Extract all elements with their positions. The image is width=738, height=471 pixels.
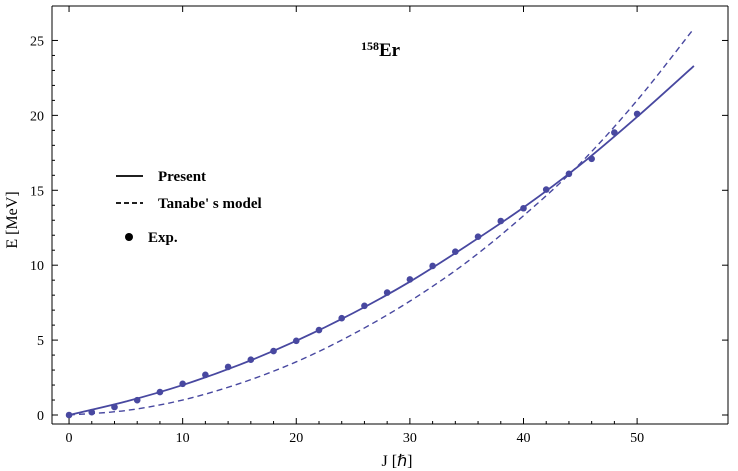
exp-data-point [361,302,368,310]
exp-data-point [452,248,459,256]
legend-marker-points [125,233,133,241]
y-tick-label: 20 [30,109,44,124]
exp-data-point [315,326,323,334]
exp-data-point [111,403,118,411]
y-tick-label: 25 [30,34,44,49]
exp-data-point [156,388,164,396]
exp-data-point [611,129,618,136]
exp-data-point [520,204,527,212]
exp-data-point [542,186,550,193]
x-axis-title: J [ℏ] [381,453,412,470]
exp-data-point [65,411,73,419]
y-tick-label: 10 [30,259,44,274]
exp-data-point [588,155,595,163]
legend-label: Tanabe' s model [158,196,262,212]
exp-data-point [270,347,277,355]
x-tick-label: 40 [516,431,530,446]
x-tick-label: 30 [403,431,417,446]
plot-area [65,28,695,419]
exp-data-point [88,408,96,416]
exp-data-point [429,262,436,270]
legend: Present Tanabe' s model Exp. [116,169,262,246]
exp-data-point [133,396,141,404]
x-tick-label: 10 [176,431,190,446]
x-tick-label: 20 [289,431,303,446]
legend-label: Present [158,169,206,185]
title-main: Er [379,40,401,61]
x-tick-label: 50 [630,431,644,446]
exp-data-point [383,289,391,296]
y-tick-label: 0 [37,409,44,424]
exp-data-point [474,233,482,241]
tanabe-series-line [68,28,695,416]
exp-data-point [497,217,505,225]
plot-frame [51,5,729,425]
exp-data-point [565,170,573,178]
exp-data-point [202,371,209,379]
axis-ticks: 0 10 20 30 40 50 0 5 10 15 20 25 [30,6,728,446]
exp-data-point [338,314,346,322]
y-axis-title: E [MeV] [4,191,21,248]
chart-title: 158Er [361,39,401,61]
x-tick-label: 0 [66,431,73,446]
exp-data-point [247,356,255,364]
exp-data-point [224,363,232,371]
exp-data-point [406,276,414,283]
y-tick-label: 5 [37,334,44,349]
title-superscript: 158 [361,39,379,53]
exp-data-point [633,110,641,118]
y-tick-label: 15 [30,184,44,199]
exp-data-point [179,380,186,388]
exp-data-point [292,337,300,345]
legend-label: Exp. [148,230,178,246]
